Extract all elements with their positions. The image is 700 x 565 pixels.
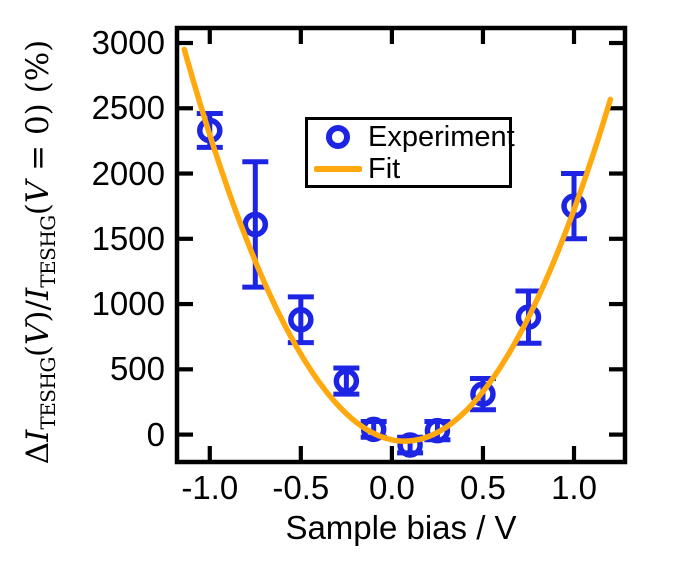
legend-label-experiment: Experiment xyxy=(368,120,515,153)
x-tick-label: -1.0 xyxy=(181,469,239,506)
legend: Experiment Fit xyxy=(305,117,515,188)
x-tick-label: 1.0 xyxy=(551,469,597,506)
legend-entry-fit: Fit xyxy=(308,153,509,185)
legend-entry-experiment: Experiment xyxy=(308,121,515,153)
x-tick-label: -0.5 xyxy=(272,469,330,506)
y-tick-label: 1000 xyxy=(91,285,165,323)
fit-line-swatch xyxy=(308,165,368,172)
data-point xyxy=(397,432,423,458)
legend-label-fit: Fit xyxy=(368,152,401,185)
data-point xyxy=(288,306,314,333)
y-tick-label: 3000 xyxy=(91,24,165,61)
x-tick-label: 0.0 xyxy=(368,469,415,506)
line-segment-icon xyxy=(314,165,362,172)
data-point xyxy=(470,381,496,407)
x-tick-label: 0.5 xyxy=(460,469,506,506)
data-point xyxy=(515,304,542,330)
fit-curve xyxy=(181,46,614,444)
open-circle-icon xyxy=(326,124,350,149)
y-axis-title: ΔITESHG(V)/ITESHG(V = 0) (%) xyxy=(20,39,61,465)
data-point xyxy=(424,417,451,444)
y-tick-label: 2000 xyxy=(91,154,165,192)
axes-frame xyxy=(174,25,628,465)
y-tick-label: 1500 xyxy=(91,219,165,257)
y-tick-label: 2500 xyxy=(91,89,165,127)
experiment-marker-swatch xyxy=(308,124,368,149)
y-tick-label: 500 xyxy=(109,350,165,388)
data-point xyxy=(242,211,269,238)
data-point xyxy=(333,368,360,394)
x-axis-title: Sample bias / V xyxy=(285,509,517,546)
y-tick-label: 0 xyxy=(146,415,165,453)
